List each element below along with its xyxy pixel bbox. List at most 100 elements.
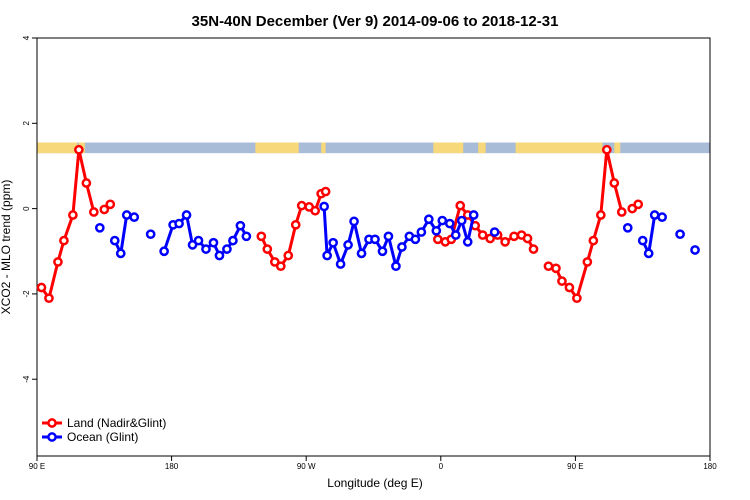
data-point <box>269 257 280 267</box>
data-point <box>290 219 301 230</box>
data-point <box>208 237 219 248</box>
series-ocean <box>94 201 700 272</box>
data-point <box>588 235 599 246</box>
data-point <box>44 293 54 304</box>
legend-label: Ocean (Glint) <box>67 430 138 444</box>
data-point <box>622 222 633 233</box>
data-point <box>310 205 321 216</box>
data-point <box>468 210 479 220</box>
data-point <box>81 178 92 188</box>
data-point <box>115 248 126 259</box>
data-point <box>296 200 307 211</box>
y-tick-label: 2 <box>22 121 31 126</box>
data-point <box>627 203 638 214</box>
data-point <box>543 261 554 272</box>
series-line <box>40 148 96 300</box>
data-point <box>551 263 561 274</box>
data-point <box>657 212 667 222</box>
data-point <box>455 200 466 211</box>
data-point <box>431 225 442 236</box>
x-axis: 90 E 180 90 W 0 90 E 180 <box>29 456 717 471</box>
data-point <box>370 234 380 245</box>
data-point <box>193 235 204 246</box>
data-point <box>94 222 105 233</box>
legend: Land (Nadir&Glint)Ocean (Glint) <box>42 416 166 444</box>
y-tick-label: 4 <box>22 35 31 40</box>
data-point <box>609 178 620 188</box>
map-band-land <box>321 142 326 154</box>
data-point <box>391 261 401 272</box>
legend-marker <box>47 418 57 428</box>
data-point <box>53 257 63 267</box>
data-point <box>59 235 69 246</box>
data-point <box>201 244 211 254</box>
data-point <box>489 227 500 237</box>
data-point <box>68 210 78 220</box>
data-point <box>262 244 273 254</box>
data-point <box>601 144 612 155</box>
data-point <box>509 231 519 242</box>
x-axis-label: Longitude (deg E) <box>327 476 422 490</box>
data-point <box>320 186 331 197</box>
data-point <box>500 237 510 247</box>
data-point <box>377 246 388 257</box>
chart-title: 35N-40N December (Ver 9) 2014-09-06 to 2… <box>192 13 559 30</box>
data-point <box>456 215 467 226</box>
data-point <box>637 235 648 246</box>
data-point <box>74 144 84 155</box>
data-point <box>649 210 660 220</box>
map-band-land <box>37 142 78 154</box>
map-band-land <box>515 142 603 154</box>
data-point <box>99 204 110 215</box>
data-point <box>595 210 606 220</box>
y-tick-label: -2 <box>22 290 31 298</box>
data-point <box>145 229 156 240</box>
series-line <box>548 148 624 300</box>
series-land <box>36 144 644 304</box>
map-band-land <box>478 142 486 154</box>
map-band-land <box>614 142 621 154</box>
data-point <box>275 261 286 272</box>
x-tick-label: 90 E <box>29 462 45 471</box>
x-tick-label: 0 <box>439 462 444 471</box>
data-point <box>416 227 427 237</box>
data-point <box>335 259 346 269</box>
x-tick-label: 180 <box>703 462 717 471</box>
data-point <box>397 242 407 252</box>
map-band-ocean <box>37 142 710 154</box>
data-point <box>450 230 461 240</box>
data-point <box>241 231 252 242</box>
data-point <box>462 237 473 247</box>
data-point <box>322 250 332 261</box>
y-tick-label: 0 <box>22 206 31 211</box>
data-point <box>222 244 232 254</box>
y-axis-label: XCO2 - MLO trend (ppm) <box>0 180 13 315</box>
map-band-land <box>255 142 299 154</box>
data-point <box>432 234 443 245</box>
data-point <box>528 244 539 254</box>
data-point <box>36 282 47 293</box>
data-point <box>328 237 338 248</box>
data-point <box>643 248 654 259</box>
data-point <box>121 210 132 220</box>
data-point <box>410 234 421 245</box>
data-point <box>256 231 267 242</box>
legend-label: Land (Nadir&Glint) <box>67 416 166 430</box>
plot-frame <box>36 37 711 457</box>
data-point <box>564 282 575 293</box>
data-point <box>109 235 120 246</box>
series-layer <box>36 144 700 304</box>
x-tick-label: 90 E <box>567 462 583 471</box>
x-tick-label: 180 <box>165 462 179 471</box>
data-point <box>356 248 367 259</box>
data-point <box>349 216 359 227</box>
data-point <box>181 210 192 220</box>
data-point <box>105 199 116 210</box>
data-point <box>485 233 496 244</box>
data-point <box>675 229 685 240</box>
y-tick-label: -4 <box>22 375 31 383</box>
data-point <box>423 214 434 225</box>
data-point <box>437 215 448 226</box>
data-point <box>444 218 455 229</box>
